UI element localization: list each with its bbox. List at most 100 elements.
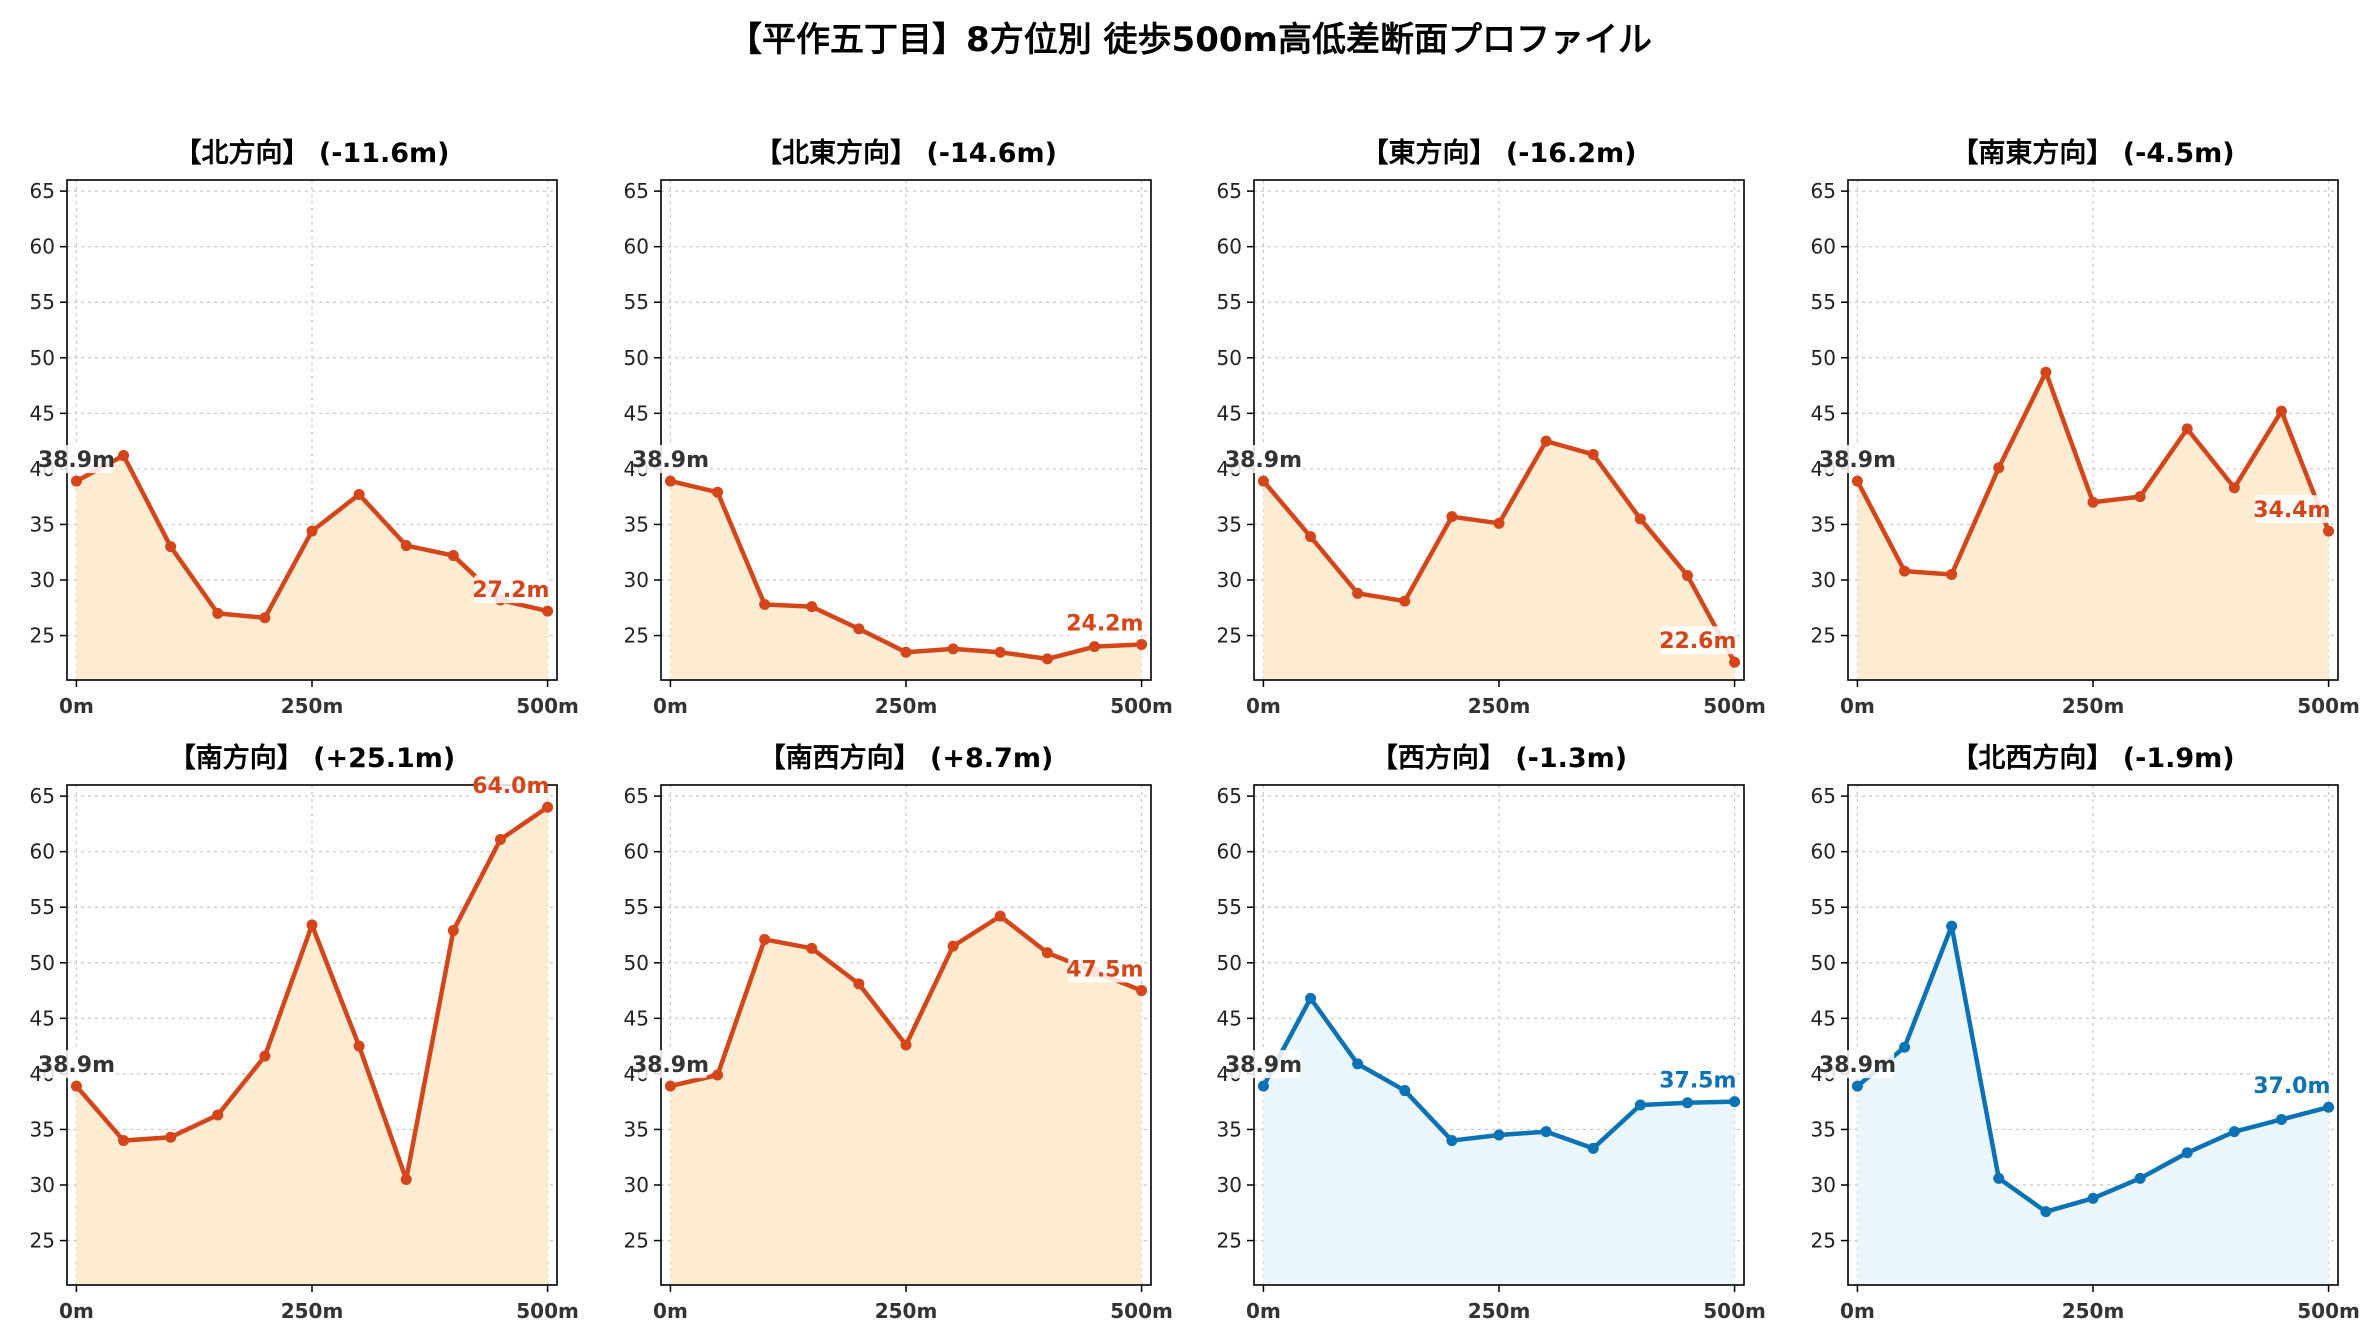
y-tick-label: 25	[624, 1229, 649, 1253]
y-tick-label: 60	[1811, 235, 1836, 259]
y-tick-label: 30	[1811, 1173, 1836, 1197]
data-point	[1257, 1080, 1269, 1092]
start-label-text: 38.9m	[38, 448, 115, 473]
x-tick-label: 0m	[1246, 1299, 1281, 1323]
data-point	[1946, 568, 1958, 580]
x-tick-label: 0m	[1246, 694, 1281, 718]
start-label: 38.9m	[632, 445, 709, 474]
data-point	[1352, 587, 1364, 599]
y-tick-label: 30	[1217, 1173, 1242, 1197]
y-tick-label: 65	[1217, 784, 1242, 808]
panel-title: 【北西方向】 (-1.9m)	[1951, 742, 2234, 774]
y-tick-label: 60	[1217, 235, 1242, 259]
data-point	[994, 910, 1006, 922]
data-point	[306, 919, 318, 931]
end-label: 37.5m	[1659, 1065, 1736, 1094]
y-tick-label: 35	[624, 1117, 649, 1141]
x-tick-label: 500m	[516, 1299, 579, 1323]
data-point	[900, 646, 912, 658]
y-tick-label: 25	[1811, 624, 1836, 648]
start-label-text: 38.9m	[632, 1053, 709, 1078]
data-point	[2087, 496, 2099, 508]
data-point	[806, 601, 818, 613]
data-point	[853, 978, 865, 990]
data-point	[165, 1131, 177, 1143]
start-label-text: 38.9m	[1225, 448, 1302, 473]
panel-0: 【北方向】 (-11.6m)2530354045505560650m250m50…	[30, 137, 579, 718]
data-point	[259, 1050, 271, 1062]
data-point	[2134, 1172, 2146, 1184]
end-label: 24.2m	[1066, 608, 1143, 637]
y-tick-label: 65	[30, 179, 55, 203]
data-point	[494, 833, 506, 845]
panel-title: 【北東方向】 (-14.6m)	[755, 137, 1057, 169]
area-fill	[1263, 441, 1735, 680]
end-label: 34.4m	[2253, 495, 2330, 524]
y-tick-label: 60	[30, 840, 55, 864]
end-label-bg	[1068, 954, 1142, 983]
data-point	[806, 942, 818, 954]
data-point	[118, 450, 130, 462]
data-point	[353, 488, 365, 500]
data-point	[447, 550, 459, 562]
start-label-bg	[1226, 1050, 1301, 1079]
end-label-text: 37.0m	[2253, 1074, 2330, 1099]
data-point	[1540, 435, 1552, 447]
end-label-bg	[474, 771, 548, 800]
y-tick-label: 65	[1811, 179, 1836, 203]
end-label: 27.2m	[472, 575, 549, 604]
panel-3: 【南東方向】 (-4.5m)2530354045505560650m250m50…	[1811, 137, 2360, 718]
end-label-text: 37.5m	[1659, 1069, 1736, 1094]
x-tick-label: 0m	[653, 1299, 688, 1323]
area-fill	[1857, 926, 2329, 1285]
data-point	[1305, 992, 1317, 1004]
data-point	[118, 1135, 130, 1147]
end-label: 22.6m	[1659, 626, 1736, 655]
y-tick-label: 30	[1811, 568, 1836, 592]
end-label-text: 64.0m	[472, 774, 549, 799]
panel-5: 【南西方向】 (+8.7m)2530354045505560650m250m50…	[624, 742, 1173, 1323]
y-tick-label: 65	[30, 784, 55, 808]
area-fill	[670, 481, 1142, 680]
data-point	[1399, 595, 1411, 607]
y-tick-label: 45	[624, 1006, 649, 1030]
y-tick-label: 30	[624, 1173, 649, 1197]
area-fill	[1263, 998, 1735, 1285]
data-point	[212, 607, 224, 619]
y-tick-label: 35	[30, 512, 55, 536]
end-label-bg	[2255, 495, 2329, 524]
y-tick-label: 55	[30, 895, 55, 919]
start-label: 38.9m	[1819, 1050, 1896, 1079]
start-label: 38.9m	[1819, 445, 1896, 474]
data-point	[1851, 475, 1863, 487]
x-tick-label: 0m	[1840, 1299, 1875, 1323]
data-point	[1729, 1096, 1741, 1108]
x-tick-label: 0m	[1840, 694, 1875, 718]
end-label-bg	[474, 575, 548, 604]
data-point	[994, 646, 1006, 658]
x-tick-label: 250m	[2062, 1299, 2125, 1323]
x-tick-label: 250m	[2062, 694, 2125, 718]
data-point	[1136, 985, 1148, 997]
y-tick-label: 45	[1811, 1006, 1836, 1030]
data-point	[165, 541, 177, 553]
y-tick-label: 25	[1217, 1229, 1242, 1253]
panel-title: 【東方向】 (-16.2m)	[1361, 137, 1636, 169]
data-point	[1634, 1099, 1646, 1111]
data-point	[1088, 641, 1100, 653]
start-label: 38.9m	[1225, 445, 1302, 474]
data-point	[2040, 1206, 2052, 1218]
y-tick-label: 50	[30, 346, 55, 370]
data-point	[1946, 920, 1958, 932]
y-tick-label: 25	[30, 624, 55, 648]
y-tick-label: 60	[1811, 840, 1836, 864]
y-tick-label: 30	[30, 568, 55, 592]
data-point	[1041, 653, 1053, 665]
start-label-text: 38.9m	[1225, 1053, 1302, 1078]
y-tick-label: 50	[1217, 951, 1242, 975]
x-tick-label: 250m	[281, 694, 344, 718]
x-tick-label: 0m	[653, 694, 688, 718]
data-point	[1681, 1097, 1693, 1109]
panel-7: 【北西方向】 (-1.9m)2530354045505560650m250m50…	[1811, 742, 2360, 1323]
panel-title: 【北方向】 (-11.6m)	[174, 137, 449, 169]
